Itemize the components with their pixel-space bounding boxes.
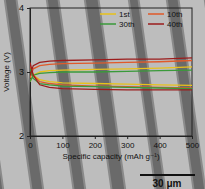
x-tick-label: 500 [186,141,200,150]
legend-label: 40th [167,20,183,29]
scale-bar-label: 30 μm [153,178,182,189]
x-tick: 300 [121,136,135,150]
y-tick-mark [27,8,30,9]
legend-label: 30th [119,20,135,29]
x-tick-mark [62,136,63,139]
legend-swatch [100,13,116,15]
x-tick-label: 400 [153,141,167,150]
series-line [30,67,192,86]
series-line [30,69,192,89]
x-tick-label: 100 [56,141,70,150]
x-tick-label: 300 [121,141,135,150]
y-tick-label: 2 [19,131,24,141]
x-tick-mark [160,136,161,139]
x-tick: 0 [28,136,33,150]
y-tick-label: 4 [19,3,24,13]
x-tick: 400 [153,136,167,150]
y-tick: 4 [19,3,30,13]
x-tick: 100 [56,136,70,150]
x-tick: 200 [89,136,103,150]
x-tick-label: 200 [89,141,103,150]
sem-background [0,0,205,189]
x-tick-mark [127,136,128,139]
x-axis-line [31,137,193,140]
y-axis: 2 3 4 [19,3,31,141]
scale-bar-line [140,174,195,176]
y-axis-title: Voltage (V) [2,52,11,92]
x-axis: 0 100 200 300 400 500 [28,136,199,150]
plot-frame [30,8,192,136]
x-tick-mark [95,136,96,139]
legend: 1st 10th 30th 40th [100,10,183,29]
scale-bar: 30 μm [140,175,195,189]
legend-swatch [148,23,164,25]
plot-area [30,58,192,90]
legend-swatch [148,13,164,15]
figure: 0 100 200 300 400 500 2 3 4 Specific capacity (mA… [0,0,205,189]
x-tick-label: 0 [28,141,33,150]
legend-label: 1st [119,10,130,19]
y-tick-mark [27,136,30,137]
series-line [30,60,192,88]
legend-label: 10th [167,10,183,19]
y-tick: 3 [19,67,30,77]
x-tick-mark [192,136,193,139]
y-tick-label: 3 [19,67,24,77]
y-tick-mark [27,72,30,73]
y-tick: 2 [19,131,30,141]
y-axis-line [27,9,31,137]
x-axis-title: Specific capacity (mAh g⁻¹) [62,152,159,161]
series-line [30,58,192,90]
x-tick: 500 [186,136,200,150]
legend-swatch [100,23,116,25]
